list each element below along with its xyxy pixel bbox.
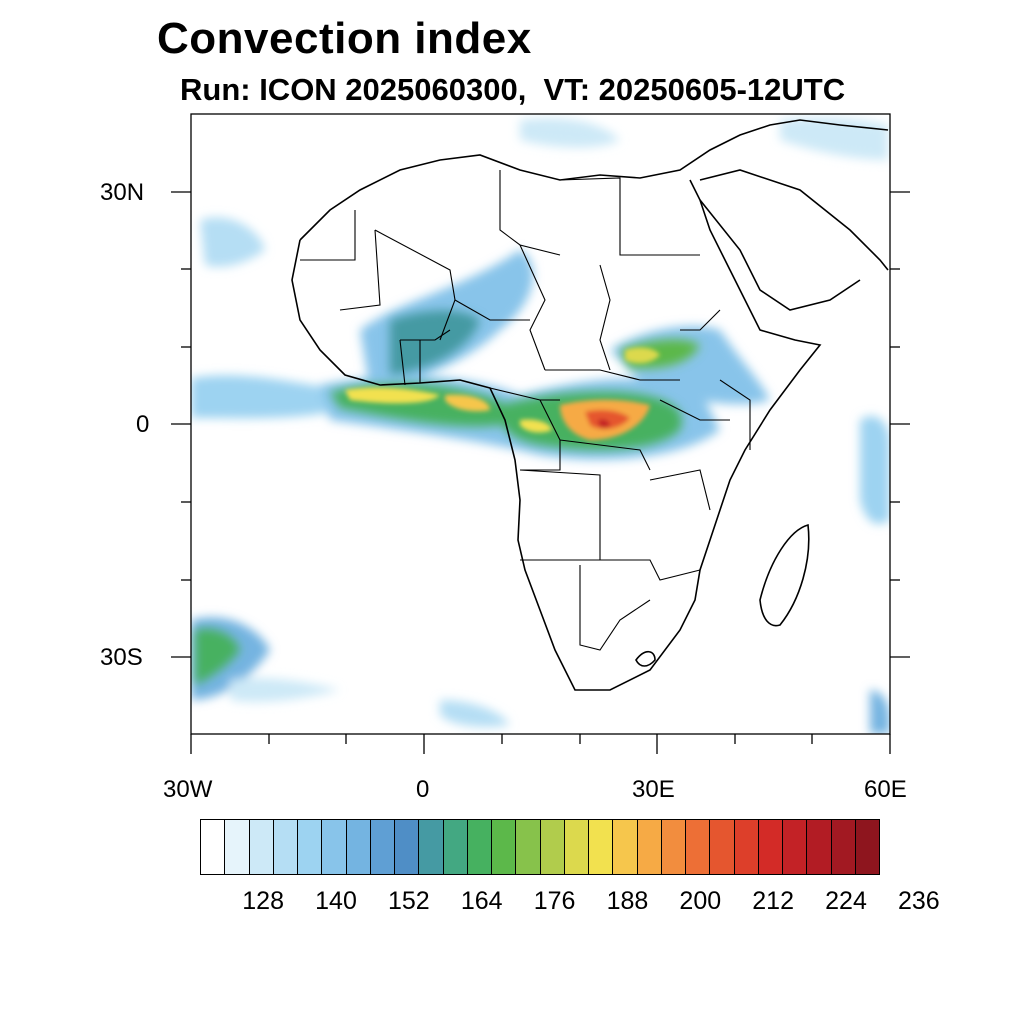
legend-tick-label: 128: [242, 887, 284, 915]
lon-label-0: 0: [416, 776, 430, 803]
legend-tick-label: 140: [315, 887, 357, 915]
legend-swatch: [758, 820, 783, 874]
legend-swatch: [564, 820, 589, 874]
legend-tick-label: 188: [606, 887, 649, 915]
legend-tick-label: 212: [752, 887, 794, 915]
legend-swatch: [419, 820, 444, 874]
legend-swatch: [783, 820, 808, 874]
color-legend-bar: [200, 819, 880, 875]
legend-swatch: [492, 820, 517, 874]
legend-swatch: [686, 820, 711, 874]
convection-field: [191, 117, 890, 734]
coastlines: [291, 119, 889, 691]
legend-swatch: [540, 820, 565, 874]
legend-swatch: [710, 820, 735, 874]
legend-swatch: [637, 820, 662, 874]
legend-swatch: [298, 820, 323, 874]
legend-swatch: [370, 820, 395, 874]
legend-swatch: [322, 820, 347, 874]
legend-swatch: [273, 820, 298, 874]
lat-label-30n: 30N: [100, 179, 145, 206]
legend-swatch: [661, 820, 686, 874]
legend-swatch: [807, 820, 832, 874]
legend-tick-label: 164: [460, 887, 503, 915]
legend-tick-label: 176: [533, 887, 576, 915]
chart-subtitle: Run: ICON 2025060300, VT: 20250605-12UTC: [180, 72, 846, 107]
legend-swatch: [467, 820, 492, 874]
legend-swatch: [395, 820, 420, 874]
legend-swatch: [346, 820, 371, 874]
legend-swatch: [613, 820, 638, 874]
lat-label-30s: 30S: [100, 644, 143, 671]
legend-swatch: [249, 820, 274, 874]
legend-swatch: [589, 820, 614, 874]
country-borders: [300, 170, 751, 651]
legend-tick-label: 152: [387, 887, 430, 915]
legend-tick-label: 236: [897, 887, 940, 915]
lon-label-60e: 60E: [864, 776, 907, 803]
legend-swatch: [443, 820, 468, 874]
legend-swatch: [516, 820, 541, 874]
lat-label-0: 0: [136, 411, 150, 438]
legend-tick-label: 200: [679, 887, 722, 915]
legend-swatch: [831, 820, 856, 874]
legend-tick-label: 224: [825, 887, 867, 915]
legend-swatch: [201, 820, 226, 874]
lon-label-30e: 30E: [632, 776, 675, 803]
legend-swatch: [855, 820, 879, 874]
legend-swatch: [225, 820, 250, 874]
plot-frame: [171, 113, 910, 754]
legend-swatch: [734, 820, 759, 874]
lon-label-30w: 30W: [163, 776, 213, 803]
chart-title: Convection index: [157, 14, 532, 63]
